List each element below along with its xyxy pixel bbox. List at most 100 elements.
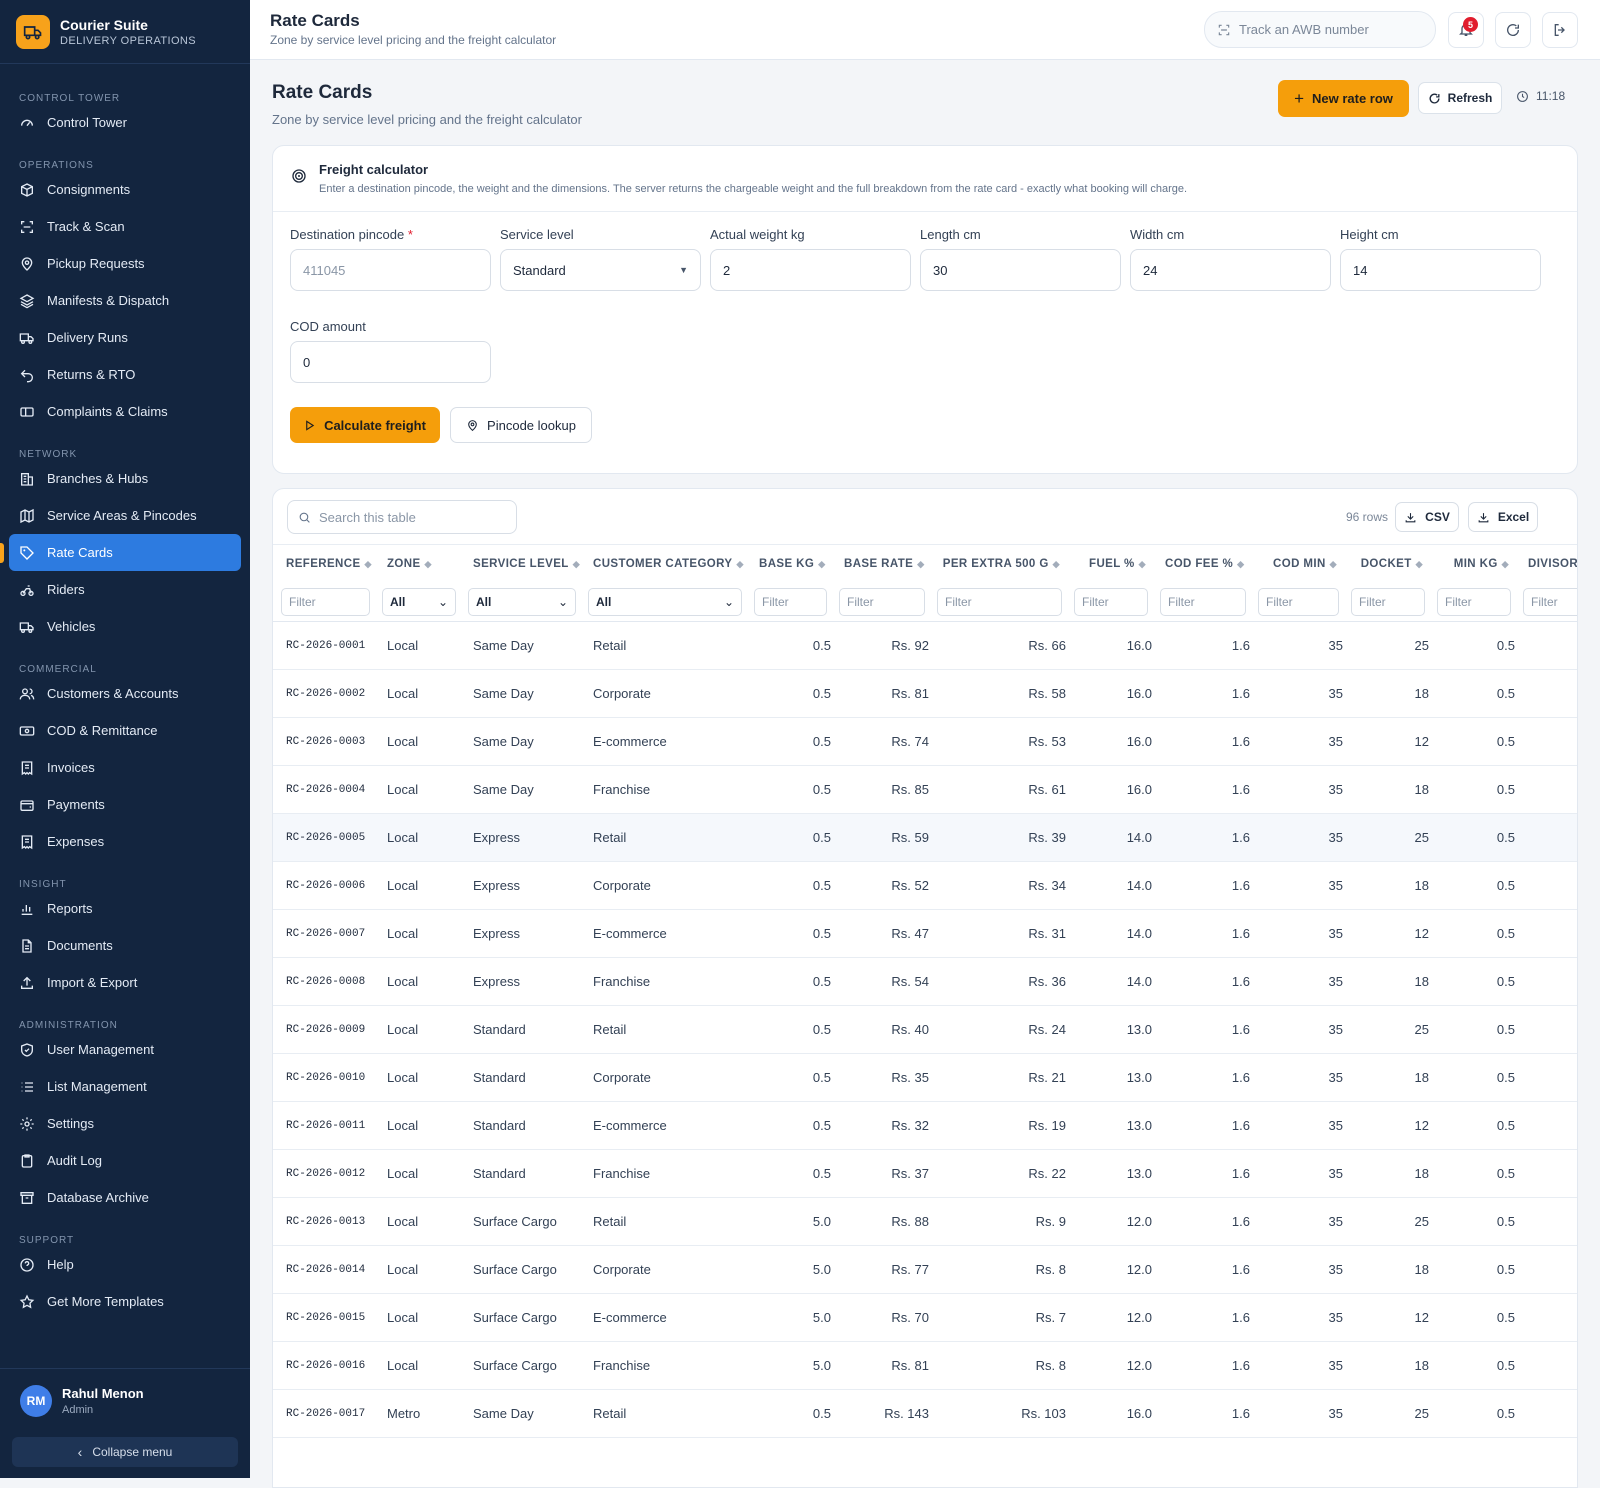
table-row[interactable]: RC-2026-0014 Local Surface Cargo Corporate 5…	[273, 1245, 1577, 1294]
column-header-reference[interactable]: REFERENCE ◆	[273, 544, 374, 584]
csv-export-button[interactable]: CSV	[1395, 502, 1459, 532]
table-search[interactable]	[287, 500, 517, 534]
sidebar-item-expenses[interactable]: Expenses	[9, 823, 241, 860]
sidebar-item-returns[interactable]: Returns & RTO	[9, 356, 241, 393]
table-row[interactable]: RC-2026-0006 Local Express Corporate 0.5 Rs. …	[273, 861, 1577, 910]
table-row[interactable]: RC-2026-0013 Local Surface Cargo Retail 5.0 R…	[273, 1197, 1577, 1246]
sidebar-item-database-archive[interactable]: Database Archive	[9, 1179, 241, 1216]
sidebar-item-invoices[interactable]: Invoices	[9, 749, 241, 786]
sidebar-item-vehicles[interactable]: Vehicles	[9, 608, 241, 645]
table-row[interactable]: RC-2026-0015 Local Surface Cargo E-commerce…	[273, 1293, 1577, 1342]
sidebar-item-list-management[interactable]: List Management	[9, 1068, 241, 1105]
sidebar-item-reports[interactable]: Reports	[9, 890, 241, 927]
sidebar-item-delivery-runs[interactable]: Delivery Runs	[9, 319, 241, 356]
table-row[interactable]: RC-2026-0005 Local Express Retail 0.5 Rs. 59 R…	[273, 813, 1577, 862]
sidebar-item-consignments[interactable]: Consignments	[9, 171, 241, 208]
table-row[interactable]: RC-2026-0017 Metro Same Day Retail 0.5 Rs. 14…	[273, 1389, 1577, 1438]
sidebar-item-payments[interactable]: Payments	[9, 786, 241, 823]
notifications-button[interactable]: 5	[1448, 12, 1484, 48]
refresh-button[interactable]: Refresh	[1418, 82, 1502, 114]
table-row[interactable]: RC-2026-0001 Local Same Day Retail 0.5 Rs. 92…	[273, 621, 1577, 670]
table-row[interactable]: RC-2026-0003 Local Same Day E-commerce 0.5 Rs…	[273, 717, 1577, 766]
sidebar-item-control-tower[interactable]: Control Tower	[9, 104, 241, 141]
column-header-per-extra[interactable]: PER EXTRA 500 G ◆	[929, 544, 1066, 584]
table-cell: Rs. 35	[831, 1053, 929, 1102]
sidebar-item-branches[interactable]: Branches & Hubs	[9, 460, 241, 497]
sidebar-item-settings[interactable]: Settings	[9, 1105, 241, 1142]
chevron-down-icon: ⌄	[437, 595, 448, 610]
sidebar-item-riders[interactable]: Riders	[9, 571, 241, 608]
sidebar-item-service-areas[interactable]: Service Areas & Pincodes	[9, 497, 241, 534]
filter-input-docket[interactable]	[1351, 588, 1425, 617]
sidebar-item-cod[interactable]: COD & Remittance	[9, 712, 241, 749]
table-row[interactable]: RC-2026-0010 Local Standard Corporate 0.5 Rs.…	[273, 1053, 1577, 1102]
sidebar-item-manifests[interactable]: Manifests & Dispatch	[9, 282, 241, 319]
pincode-input[interactable]	[290, 249, 491, 291]
sidebar-item-templates[interactable]: Get More Templates	[9, 1283, 241, 1320]
column-header-divisor[interactable]: DIVISOR	[1515, 544, 1577, 584]
calculate-freight-button[interactable]: Calculate freight	[290, 407, 440, 443]
sidebar-item-user-management[interactable]: User Management	[9, 1031, 241, 1068]
column-header-zone[interactable]: ZONE ◆	[374, 544, 460, 584]
column-header-base-kg[interactable]: BASE KG ◆	[746, 544, 831, 584]
filter-input-per-extra[interactable]	[937, 588, 1062, 617]
table-cell: 0.5	[1429, 1053, 1515, 1102]
collapse-menu-button[interactable]: ‹ Collapse menu	[12, 1437, 238, 1467]
user-profile[interactable]: RM Rahul Menon Admin ‹ Collapse menu	[0, 1368, 250, 1478]
filter-input-cod-min[interactable]	[1258, 588, 1339, 617]
height-input[interactable]	[1340, 249, 1541, 291]
sidebar-item-rate-cards[interactable]: Rate Cards	[9, 534, 241, 571]
filter-select-service-level[interactable]: All ⌄	[468, 588, 576, 617]
width-input[interactable]	[1130, 249, 1331, 291]
new-rate-row-button[interactable]: + New rate row	[1278, 80, 1409, 117]
sidebar-item-import-export[interactable]: Import & Export	[9, 964, 241, 1001]
sidebar-item-audit-log[interactable]: Audit Log	[9, 1142, 241, 1179]
filter-input-divisor[interactable]	[1523, 588, 1577, 617]
reload-button[interactable]	[1495, 12, 1531, 48]
table-row[interactable]: RC-2026-0008 Local Express Franchise 0.5 Rs. …	[273, 957, 1577, 1006]
column-header-docket[interactable]: DOCKET ◆	[1343, 544, 1429, 584]
filter-input-cod-fee[interactable]	[1160, 588, 1246, 617]
filter-input-fuel[interactable]	[1074, 588, 1148, 617]
filter-input-min-kg[interactable]	[1437, 588, 1511, 617]
filter-input-base-rate[interactable]	[839, 588, 925, 617]
play-icon	[306, 419, 315, 431]
awb-search-input[interactable]	[1239, 22, 1419, 37]
column-header-service-level[interactable]: SERVICE LEVEL ◆	[460, 544, 580, 584]
table-row[interactable]: RC-2026-0012 Local Standard Franchise 0.5 Rs.…	[273, 1149, 1577, 1198]
length-input[interactable]	[920, 249, 1121, 291]
awb-search[interactable]	[1204, 11, 1436, 48]
service-level-select[interactable]: Standard ▼	[500, 249, 701, 291]
sidebar-item-help[interactable]: Help	[9, 1246, 241, 1283]
table-cell: Local	[374, 1341, 460, 1390]
table-row[interactable]: RC-2026-0004 Local Same Day Franchise 0.5 Rs.…	[273, 765, 1577, 814]
cod-input[interactable]	[290, 341, 491, 383]
table-row[interactable]: RC-2026-0009 Local Standard Retail 0.5 Rs. 40…	[273, 1005, 1577, 1054]
filter-select-zone[interactable]: All ⌄	[382, 588, 456, 617]
pincode-lookup-button[interactable]: Pincode lookup	[450, 407, 592, 443]
sidebar-item-complaints[interactable]: Complaints & Claims	[9, 393, 241, 430]
sidebar-item-customers[interactable]: Customers & Accounts	[9, 675, 241, 712]
filter-input-reference[interactable]	[281, 588, 370, 617]
table-search-input[interactable]	[319, 509, 509, 525]
table-row[interactable]: RC-2026-0011 Local Standard E-commerce 0.5 Rs…	[273, 1101, 1577, 1150]
column-header-min-kg[interactable]: MIN KG ◆	[1429, 544, 1515, 584]
column-header-cod-min[interactable]: COD MIN ◆	[1250, 544, 1343, 584]
table-cell: Surface Cargo	[460, 1293, 580, 1342]
table-row[interactable]: RC-2026-0007 Local Express E-commerce 0.5 Rs.…	[273, 909, 1577, 958]
sidebar-item-documents[interactable]: Documents	[9, 927, 241, 964]
column-header-customer-category[interactable]: CUSTOMER CATEGORY ◆	[580, 544, 746, 584]
sidebar-item-label: Customers & Accounts	[47, 686, 179, 701]
column-header-cod-fee[interactable]: COD FEE % ◆	[1152, 544, 1250, 584]
column-header-base-rate[interactable]: BASE RATE ◆	[831, 544, 929, 584]
logout-button[interactable]	[1542, 12, 1578, 48]
sidebar-item-track-scan[interactable]: Track & Scan	[9, 208, 241, 245]
weight-input[interactable]	[710, 249, 911, 291]
filter-input-base-kg[interactable]	[754, 588, 827, 617]
excel-export-button[interactable]: Excel	[1468, 502, 1538, 532]
sidebar-item-pickup-requests[interactable]: Pickup Requests	[9, 245, 241, 282]
table-row[interactable]: RC-2026-0016 Local Surface Cargo Franchise 5…	[273, 1341, 1577, 1390]
column-header-fuel[interactable]: FUEL % ◆	[1066, 544, 1152, 584]
filter-select-customer-category[interactable]: All ⌄	[588, 588, 742, 617]
table-row[interactable]: RC-2026-0002 Local Same Day Corporate 0.5 Rs.…	[273, 669, 1577, 718]
